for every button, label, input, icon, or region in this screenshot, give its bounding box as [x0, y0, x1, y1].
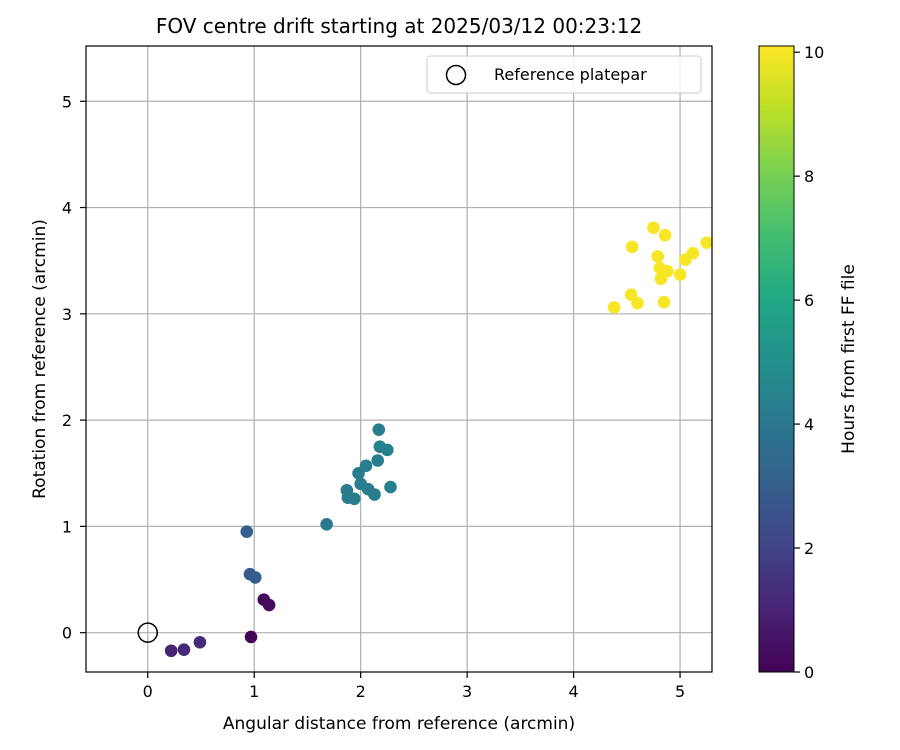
data-point: [244, 630, 258, 644]
y-tick-label: 3: [62, 305, 72, 324]
y-axis-ticks: 0 1 2 3 4 5: [62, 92, 86, 643]
data-point: [607, 301, 621, 314]
legend-box: [426, 55, 702, 94]
data-point: [359, 459, 373, 473]
y-tick-label: 5: [62, 92, 72, 111]
grid: [86, 46, 712, 672]
data-point: [372, 423, 386, 436]
data-point: [651, 250, 665, 263]
data-point: [248, 571, 262, 584]
x-tick-label: 2: [356, 682, 366, 701]
data-point: [262, 598, 276, 612]
chart-title: FOV centre drift starting at 2025/03/12 …: [156, 14, 642, 38]
y-tick-label: 2: [62, 411, 72, 430]
data-point: [320, 517, 333, 531]
data-point: [371, 454, 385, 467]
x-tick-label: 5: [675, 682, 685, 701]
data-point: [193, 635, 207, 649]
data-point: [686, 246, 700, 260]
y-tick-label: 4: [62, 199, 72, 218]
y-axis-label: Rotation from reference (arcmin): [30, 219, 50, 499]
data-point: [647, 221, 660, 235]
data-point: [625, 240, 639, 254]
x-tick-label: 3: [462, 682, 472, 701]
data-point: [673, 268, 687, 281]
data-point: [368, 488, 381, 501]
colorbar-fill: [758, 45, 795, 673]
colorbar-label: Hours from first FF file: [839, 264, 859, 454]
x-tick-label: 4: [569, 682, 579, 701]
data-point: [240, 525, 254, 539]
colorbar-tick-label: 10: [804, 43, 824, 62]
colorbar: 0 2 4 6 8 10 Hours from first FF file: [758, 43, 859, 682]
legend: Reference platepar: [426, 55, 702, 94]
data-point: [700, 236, 712, 249]
data-point: [347, 492, 361, 506]
data-point: [384, 480, 397, 494]
data-point: [380, 443, 394, 457]
x-tick-label: 1: [249, 682, 259, 701]
x-axis-ticks: 0 1 2 3 4 5: [143, 672, 685, 701]
legend-entry-reference-platepar: Reference platepar: [494, 65, 647, 84]
colorbar-tick-label: 0: [804, 663, 814, 682]
colorbar-tick-label: 2: [804, 539, 814, 558]
colorbar-tick-label: 8: [804, 167, 814, 186]
data-point: [657, 295, 671, 309]
data-point: [631, 296, 644, 310]
x-axis-label: Angular distance from reference (arcmin): [223, 714, 575, 734]
data-point: [177, 643, 191, 656]
data-point: [660, 265, 674, 278]
plot-frame: [85, 45, 713, 673]
data-point: [164, 644, 178, 658]
colorbar-ticks: 0 2 4 6 8 10: [794, 43, 824, 682]
legend-marker: [445, 64, 467, 86]
data-point: [658, 228, 672, 242]
y-tick-label: 1: [62, 517, 72, 536]
y-tick-label: 0: [62, 624, 72, 643]
colorbar-tick-label: 4: [804, 415, 814, 434]
colorbar-tick-label: 6: [804, 291, 814, 310]
x-tick-label: 0: [143, 682, 153, 701]
scatter-points: [164, 221, 712, 658]
reference-platepar-marker: [137, 622, 158, 643]
